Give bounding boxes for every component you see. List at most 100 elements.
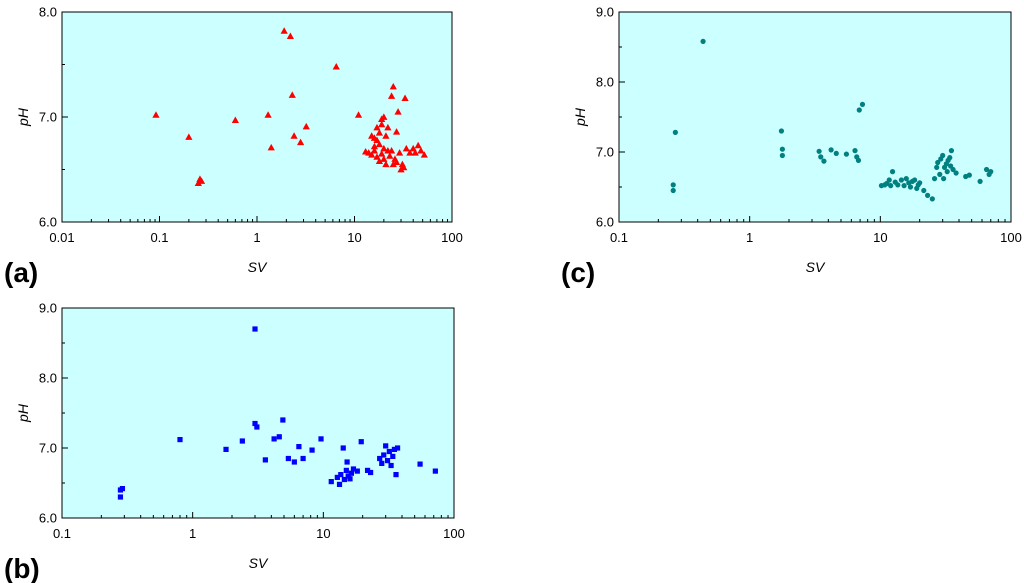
data-point-square: [117, 487, 124, 493]
data-point-square: [354, 468, 360, 474]
data-point-circle: [937, 171, 943, 177]
panel-label: (a): [4, 257, 38, 288]
plot-area: [61, 307, 455, 519]
data-point-square: [340, 445, 346, 451]
data-point-square: [271, 436, 277, 442]
data-point-circle: [889, 169, 896, 175]
data-point-square: [394, 445, 401, 451]
data-point-circle: [929, 196, 935, 202]
data-point-triangle: [373, 123, 381, 131]
data-point-circle: [947, 155, 953, 161]
data-point-circle: [818, 154, 824, 160]
data-point-square: [358, 439, 364, 445]
data-point-square: [347, 476, 353, 482]
x-tick-label: 10: [316, 526, 330, 541]
data-point-circle: [672, 129, 678, 135]
data-point-triangle: [401, 94, 409, 101]
y-tick-label: 9.0: [596, 5, 614, 20]
x-tick-label: 100: [443, 526, 465, 541]
data-point-square: [300, 455, 306, 462]
data-point-triangle: [380, 144, 388, 152]
data-point-triangle: [280, 27, 288, 34]
x-axis-title: SV: [806, 259, 826, 275]
x-tick-label: 1: [189, 526, 196, 541]
data-point-triangle: [375, 140, 383, 148]
y-axis-title: pH: [572, 107, 588, 127]
panel-label: (b): [4, 553, 40, 583]
data-point-triangle: [152, 111, 160, 118]
data-point-square: [280, 417, 286, 423]
data-point-circle: [977, 178, 983, 184]
data-point-circle: [700, 38, 706, 45]
data-point-circle: [935, 159, 941, 166]
data-point-circle: [917, 180, 923, 186]
data-point-circle: [779, 152, 785, 159]
data-point-square: [291, 459, 297, 465]
x-axis-title: SV: [249, 555, 269, 571]
data-point-circle: [888, 183, 894, 189]
data-point-square: [345, 473, 351, 479]
data-point-triangle: [378, 150, 386, 157]
x-tick-label: 10: [347, 230, 361, 245]
data-point-triangle: [394, 108, 402, 115]
x-tick-label: 0.1: [53, 526, 71, 541]
data-point-triangle: [373, 153, 381, 160]
data-point-circle: [901, 183, 907, 189]
data-point-square: [252, 420, 258, 427]
chart-panel-a: 0.01 0.1 1 10 100 6.0 7.0 8.0 SV pH (a): [4, 5, 463, 289]
data-point-triangle: [290, 132, 298, 139]
data-point-circle: [940, 152, 946, 159]
y-tick-label: 6.0: [39, 511, 57, 526]
data-point-triangle: [375, 129, 383, 136]
y-tick-label: 7.0: [39, 441, 57, 456]
data-point-circle: [816, 148, 822, 154]
data-point-circle: [983, 166, 990, 173]
data-point-circle: [852, 148, 858, 154]
data-point-triangle: [386, 152, 394, 159]
panel-label: (c): [561, 257, 595, 288]
y-axis-title: pH: [15, 107, 31, 127]
data-point-square: [309, 447, 315, 453]
data-point-square: [262, 457, 268, 463]
data-point-square: [341, 476, 348, 483]
data-point-square: [276, 434, 282, 440]
data-point-triangle: [286, 32, 294, 40]
data-point-square: [432, 468, 438, 474]
data-point-square: [177, 437, 183, 443]
data-point-triangle: [264, 111, 272, 118]
data-point-circle: [833, 150, 839, 156]
data-point-square: [252, 326, 258, 332]
data-point-triangle: [296, 138, 305, 146]
data-point-triangle: [420, 151, 428, 158]
data-point-circle: [828, 147, 834, 153]
data-point-square: [379, 460, 385, 466]
data-point-square: [254, 424, 260, 430]
data-point-triangle: [370, 147, 379, 154]
data-point-triangle: [380, 113, 388, 120]
data-point-triangle: [382, 132, 390, 139]
data-point-circle: [859, 101, 866, 107]
data-point-circle: [934, 164, 940, 170]
data-point-circle: [907, 184, 914, 190]
x-tick-label: 0.01: [49, 230, 74, 245]
y-tick-label: 9.0: [39, 301, 57, 316]
data-point-circle: [944, 169, 950, 175]
data-point-triangle: [375, 157, 383, 164]
data-point-triangle: [368, 151, 376, 158]
data-point-triangle: [302, 122, 310, 130]
data-point-square: [348, 470, 355, 476]
data-point-circle: [931, 176, 938, 182]
data-point-circle: [895, 182, 901, 188]
data-point-circle: [898, 177, 905, 183]
data-point-square: [343, 467, 349, 473]
data-point-square: [338, 472, 344, 478]
data-point-circle: [886, 177, 892, 183]
data-point-triangle: [378, 120, 386, 128]
data-point-circle: [856, 107, 862, 113]
data-point-triangle: [402, 144, 410, 152]
data-point-circle: [941, 176, 947, 182]
data-point-square: [383, 443, 389, 449]
data-point-square: [336, 481, 343, 487]
data-point-square: [388, 462, 394, 469]
